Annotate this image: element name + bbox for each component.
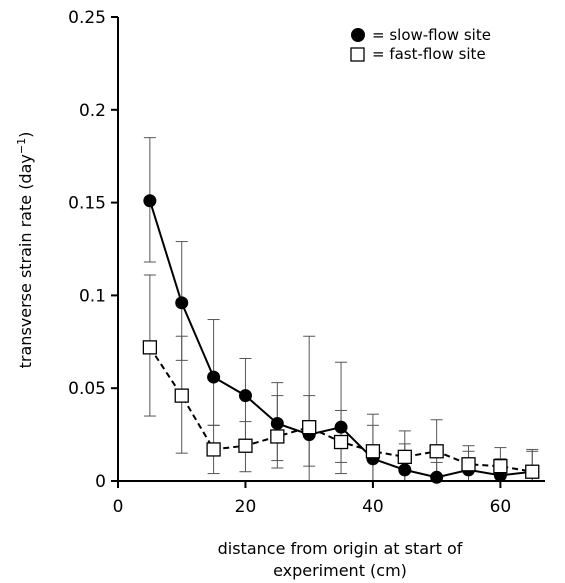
y-tick-label: 0.2 bbox=[79, 101, 106, 121]
slow-flow-point bbox=[143, 194, 157, 208]
fast-flow-point bbox=[142, 340, 158, 355]
y-axis-title: transverse strain rate (day−1) bbox=[15, 132, 35, 369]
fast-flow-point bbox=[174, 388, 189, 403]
y-tick-label: 0.1 bbox=[79, 286, 106, 306]
fast-flow-point bbox=[302, 420, 317, 435]
fast-flow-point bbox=[270, 429, 285, 444]
fast-flow-point bbox=[429, 444, 444, 459]
fast-flow-point bbox=[461, 457, 476, 472]
x-tick-label: 20 bbox=[235, 497, 257, 517]
fast-flow-point bbox=[525, 464, 540, 479]
y-tick-label: 0.05 bbox=[68, 379, 106, 399]
slow-flow-point bbox=[334, 420, 348, 434]
legend-slow-flow-marker bbox=[351, 28, 365, 42]
slow-flow-point bbox=[270, 416, 284, 430]
x-tick-label: 60 bbox=[490, 497, 512, 517]
legend-slow-flow-label: = slow-flow site bbox=[372, 26, 491, 44]
slow-flow-point bbox=[175, 296, 189, 310]
x-axis-title-line-1: distance from origin at start of bbox=[218, 539, 463, 558]
legend: = slow-flow site = fast-flow site bbox=[350, 26, 491, 63]
slow-flow-point bbox=[238, 389, 252, 403]
y-axis-title-main: transverse strain rate (day bbox=[16, 154, 35, 368]
slow-flow-point bbox=[207, 370, 221, 384]
y-axis-title-unit-exponent: −1 bbox=[15, 138, 28, 154]
y-tick-label: 0.15 bbox=[68, 194, 106, 214]
y-axis-title-close: ) bbox=[16, 132, 35, 138]
fast-flow-point bbox=[365, 444, 381, 459]
slow-flow-point bbox=[398, 463, 412, 477]
markers-layer bbox=[142, 194, 540, 484]
y-tick-label: 0 bbox=[95, 472, 106, 492]
fast-flow-point bbox=[238, 438, 253, 453]
axes-layer: 0 0.05 0.1 0.15 0.2 0.25 0 20 40 60 bbox=[68, 8, 545, 517]
legend-fast-flow-marker bbox=[350, 47, 365, 62]
fast-flow-point bbox=[206, 442, 221, 457]
x-tick-label: 40 bbox=[362, 497, 384, 517]
x-axis-title-line-2: experiment (cm) bbox=[273, 561, 407, 580]
y-tick-label: 0.25 bbox=[68, 8, 106, 28]
fast-flow-point bbox=[333, 434, 349, 450]
fast-flow-point bbox=[397, 449, 412, 465]
legend-fast-flow-label: = fast-flow site bbox=[372, 45, 486, 63]
x-tick-label: 0 bbox=[113, 497, 124, 517]
fast-flow-point bbox=[493, 459, 508, 474]
